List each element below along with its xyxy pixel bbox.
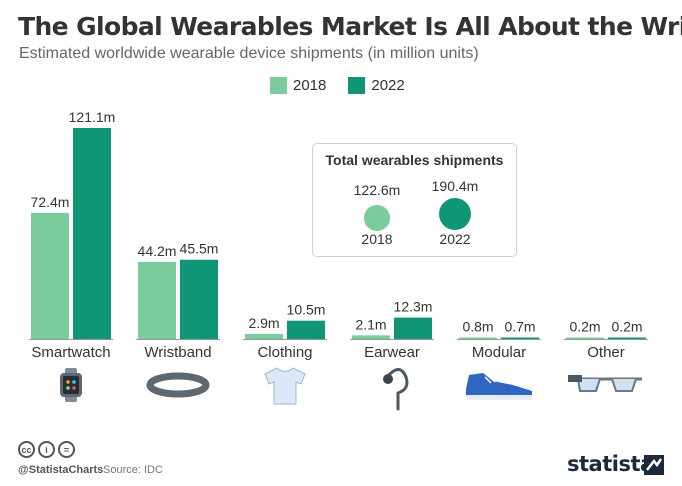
data-label-modular-2022: 0.7m [504,319,535,335]
data-label-clothing-2018: 2.9m [248,315,279,331]
bar-other-2022 [608,337,646,339]
legend: 2018 2022 [270,77,417,94]
legend-item-2018: 2018 [270,77,326,94]
smartwatch-icon [60,368,82,402]
bar-earwear-2022 [394,317,432,339]
data-label-smartwatch-2018: 72.4m [31,194,70,210]
category-label-modular: Modular [472,344,526,361]
no-derivatives-icon: = [58,441,75,458]
earpiece-icon [383,368,409,411]
source-note: Source: IDC [103,464,163,476]
bar-wristband-2022 [180,259,218,339]
category-label-earwear: Earwear [364,344,420,361]
data-label-other-2022: 0.2m [611,319,642,335]
data-label-earwear-2022: 12.3m [394,299,433,315]
total-value-2022: 190.4m [431,178,479,194]
totals-box: Total wearables shipments 122.6m 190.4m … [312,143,517,257]
legend-item-2022: 2022 [348,77,405,94]
data-label-other-2018: 0.2m [569,319,600,335]
total-year-2018: 2018 [361,231,393,247]
legend-swatch-2022 [348,77,366,94]
legend-swatch-2018 [270,77,287,94]
bar-other-2018 [566,337,604,339]
bar-smartwatch-2018 [31,212,69,339]
data-label-clothing-2022: 10.5m [287,302,326,318]
category-label-smartwatch: Smartwatch [31,344,110,361]
legend-label-2018: 2018 [293,77,327,94]
tshirt-icon [264,367,306,405]
data-label-smartwatch-2022: 121.1m [69,109,116,125]
chart-title: The Global Wearables Market Is All About… [18,12,682,41]
data-label-wristband-2022: 45.5m [180,241,219,257]
bar-clothing-2022 [287,320,325,339]
category-label-wristband: Wristband [144,344,211,361]
cc-icon: cc [18,441,35,458]
data-label-modular-2018: 0.8m [462,319,493,335]
legend-label-2022: 2022 [371,77,405,94]
data-label-earwear-2018: 2.1m [355,316,386,332]
bar-modular-2022 [501,337,539,339]
category-label-clothing: Clothing [257,344,312,361]
statista-logo-mark [644,455,664,475]
totals-title: Total wearables shipments [325,152,504,168]
bar-clothing-2018 [245,333,283,339]
bar-wristband-2018 [138,261,176,339]
modular-sneaker-icon [466,373,532,400]
bar-smartwatch-2022 [73,128,111,339]
total-circle-2018 [364,205,390,231]
social-handle: @StatistaCharts [18,464,104,476]
attribution-icon: i [38,441,55,458]
data-label-wristband-2018: 44.2m [138,243,177,259]
chart-subtitle: Estimated worldwide wearable device ship… [19,45,479,62]
total-year-2022: 2022 [439,231,471,247]
license-icons: cc i = [18,441,75,458]
category-label-other: Other [587,344,625,361]
smart-glasses-icon [568,375,642,392]
bar-modular-2018 [459,337,497,339]
bar-earwear-2018 [352,335,390,339]
statista-logo: statista [567,452,654,476]
wristband-icon [146,372,210,398]
total-circle-2022 [439,198,471,230]
total-value-2018: 122.6m [353,182,401,198]
